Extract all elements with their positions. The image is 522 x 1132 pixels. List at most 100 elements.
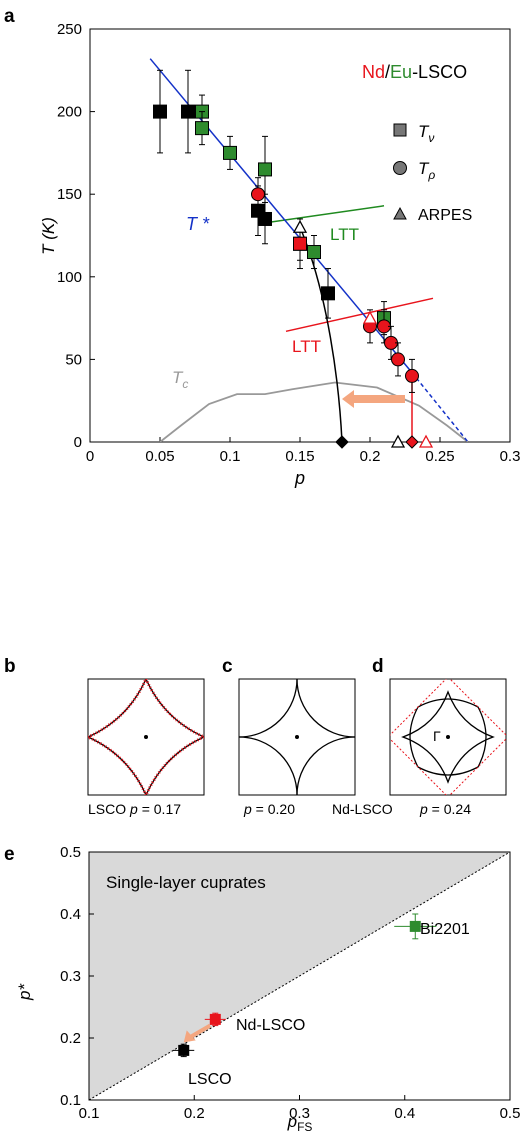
panel-a-letter: a [4,6,15,27]
panel-e-ticks: 0.1 0.2 0.3 0.4 0.5 0.1 0.2 0.3 0.4 0.5 [60,844,520,1122]
pseudogap-boundary-curve [299,226,343,442]
x-tick-label: 0.15 [285,448,314,465]
shift-arrow-shaft [188,1023,212,1040]
data-triangle [362,310,378,324]
x-tick-label: 0.3 [289,1105,310,1122]
data-square [258,211,272,226]
doping-arrow [342,390,405,409]
panel-c-gamma-dot [295,735,299,739]
panel-b-diagram [87,678,205,796]
fs-arc [239,736,298,795]
data-square [258,162,272,177]
panel-a-marks [153,69,434,449]
afm-zone-boundary [390,679,506,795]
data-circle [391,352,405,367]
ltt-green-label: LTT [330,225,359,244]
x-tick-label: 0.3 [500,448,521,465]
title-sep: / [385,62,390,82]
legend-square-symbol [393,123,407,137]
y-tick-label: 100 [57,269,82,286]
label-lsco: LSCO [188,1071,232,1088]
tc-curve [159,381,469,442]
panel-b-gamma-dot [144,735,148,739]
title-eu: Eu [390,62,412,82]
fs-arc [296,679,355,738]
data-circle [405,368,419,383]
y-tick-label: 0.3 [60,968,81,985]
y-tick-label: 150 [57,186,82,203]
panel-d-diagram: Γ [389,678,507,796]
title-lsco: -LSCO [412,62,467,82]
region-label: Single-layer cuprates [106,873,266,892]
x-tick-label: 0.05 [145,448,174,465]
panel-e-chart: 0.1 0.2 0.3 0.4 0.5 0.1 0.2 0.3 0.4 0.5 Single-la… [15,844,520,1132]
ltt-red-line [285,297,434,333]
panel-cd-caption-mid: Nd-LSCO [332,801,393,817]
panel-b-letter: b [4,656,16,677]
panel-c-caption: p = 0.20 [243,801,295,817]
data-square [321,286,335,301]
panel-b-fermi-surface [88,679,204,795]
panel-b-caption: LSCO p = 0.17 [88,801,181,817]
panel-d-gamma-dot [446,735,450,739]
y-tick-label: 250 [57,21,82,38]
data-diamond-red [405,435,419,449]
panel-d-frame [389,678,507,796]
legend-arpes-label: ARPES [418,207,472,224]
panel-d-fermi-surface [390,679,506,795]
x-tick-label: 0.2 [184,1105,205,1122]
fs-data-points [88,679,204,795]
legend-tnu-label: Tν [418,122,434,145]
x-tick-label: 0 [86,448,94,465]
y-tick-label: 0.5 [60,844,81,861]
fs-arc [296,736,355,795]
data-square [181,104,195,119]
fs-rounded-contour [409,698,487,776]
data-square [195,121,209,136]
y-tick-label: 0.4 [60,906,81,923]
label-bi2201: Bi2201 [420,921,470,938]
panel-a-title: Nd/Eu-LSCO [362,62,467,82]
panel-a-ylabel: T (K) [39,217,58,255]
data-diamond [335,435,349,449]
data-circle [251,187,265,202]
data-square [307,245,321,260]
panel-e-xlabel: pFS [287,1112,313,1132]
data-triangle [292,219,308,233]
y-tick-label: 50 [65,351,82,368]
panel-a-legend: Tν Tρ ARPES [393,122,472,224]
panel-a-ticks: 0 0.05 0.1 0.15 0.2 0.25 0.3 0 50 100 150 200 250 [57,21,520,465]
panel-a-xlabel: p [294,468,305,488]
legend-triangle-symbol [393,206,407,220]
data-square-bi2201 [409,920,421,932]
y-tick-label: 0 [74,434,82,451]
panel-e-ylabel: p* [15,983,34,1001]
data-square [153,104,167,119]
panel-d-gamma-label: Γ [433,728,441,744]
panel-d-letter: d [372,656,384,677]
panel-c-diagram [238,678,356,796]
x-tick-label: 0.25 [425,448,454,465]
fs-arc [239,679,298,738]
label-nd-lsco: Nd-LSCO [236,1017,305,1034]
y-tick-label: 0.2 [60,1030,81,1047]
legend-trho-label: Tρ [418,159,435,182]
panel-e-marks [173,913,437,1058]
data-triangle [390,434,406,448]
panel-d-caption: p = 0.24 [419,801,471,817]
x-tick-label: 0.1 [220,448,241,465]
x-tick-label: 0.1 [79,1105,100,1122]
data-square-lsco [178,1044,190,1056]
legend-circle-symbol [393,161,407,175]
tstar-label: T * [186,214,210,234]
panel-e-letter: e [4,844,15,865]
fs-closed-contour [401,690,495,784]
panel-c-fermi-surface [239,679,355,795]
panel-a-chart: 0 0.05 0.1 0.15 0.2 0.25 0.3 0 50 100 150 200 250 Nd… [39,21,520,488]
data-square [223,145,237,160]
ltt-green-line [257,205,385,225]
tstar-dashed-line [411,372,469,442]
shift-arrow-head [183,1030,196,1043]
x-tick-label: 0.5 [500,1105,521,1122]
